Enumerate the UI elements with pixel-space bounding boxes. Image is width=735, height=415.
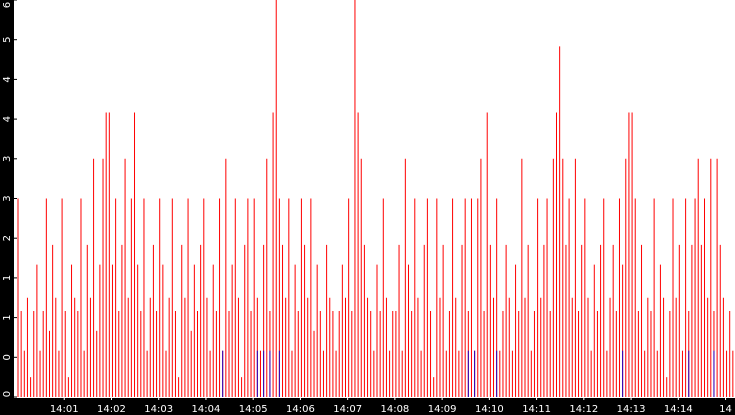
x-tick-label: 14:03 [144,404,173,415]
x-tick-label: 14:08 [380,404,409,415]
y-tick-label: 5 [2,37,13,43]
x-axis-strip [0,398,735,415]
x-tick-label: 14:09 [428,404,457,415]
x-tick-label: 14:01 [50,404,79,415]
x-tick-label: 14:04 [192,404,221,415]
y-axis-strip [0,0,14,415]
x-tick-label: 14:06 [286,404,315,415]
y-tick-label: 3 [2,156,13,162]
y-tick-label: 6 [2,2,13,8]
y-tick-label: 0 [2,354,13,360]
y-tick-label: 2 [2,235,13,241]
x-tick-label: 14:11 [522,404,551,415]
x-tick-label: 14 [719,404,732,415]
y-tick-label: 3 [2,195,13,201]
y-tick-label: 1 [2,314,13,320]
x-tick-label: 14:12 [569,404,598,415]
y-tick-label: 4 [2,116,13,122]
x-tick-label: 14:02 [97,404,126,415]
x-tick-label: 14:10 [475,404,504,415]
x-tick-label: 14:05 [239,404,268,415]
y-tick-label: 1 [2,275,13,281]
y-tick-label: 0 [2,391,13,397]
y-tick-label: 4 [2,76,13,82]
x-tick-label: 14:13 [617,404,646,415]
x-tick-label: 14:07 [333,404,362,415]
x-tick-label: 14:14 [664,404,693,415]
